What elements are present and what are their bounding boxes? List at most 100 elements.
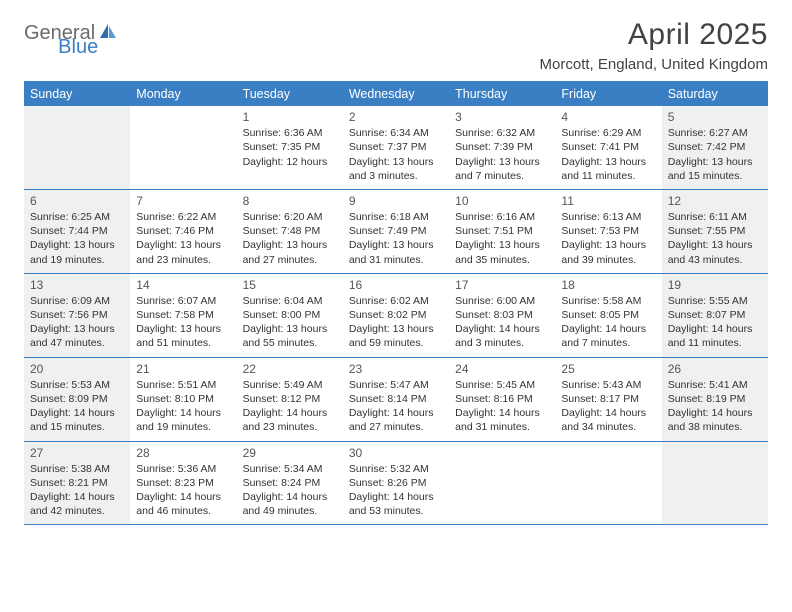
daylight-text: Daylight: 14 hours and 19 minutes.	[136, 406, 230, 434]
day-number: 29	[243, 445, 337, 461]
day-cell: 13Sunrise: 6:09 AMSunset: 7:56 PMDayligh…	[24, 274, 130, 357]
sunset-text: Sunset: 8:21 PM	[30, 476, 124, 490]
sunrise-text: Sunrise: 5:36 AM	[136, 462, 230, 476]
sunrise-text: Sunrise: 6:20 AM	[243, 210, 337, 224]
daylight-text: Daylight: 13 hours and 39 minutes.	[561, 238, 655, 266]
sunset-text: Sunset: 8:12 PM	[243, 392, 337, 406]
day-number: 15	[243, 277, 337, 293]
day-number: 14	[136, 277, 230, 293]
daylight-text: Daylight: 13 hours and 43 minutes.	[668, 238, 762, 266]
sunset-text: Sunset: 8:14 PM	[349, 392, 443, 406]
day-number: 20	[30, 361, 124, 377]
day-cell: 28Sunrise: 5:36 AMSunset: 8:23 PMDayligh…	[130, 442, 236, 525]
day-header-sunday: Sunday	[24, 83, 130, 106]
day-number: 5	[668, 109, 762, 125]
sunset-text: Sunset: 8:24 PM	[243, 476, 337, 490]
daylight-text: Daylight: 13 hours and 51 minutes.	[136, 322, 230, 350]
daylight-text: Daylight: 14 hours and 46 minutes.	[136, 490, 230, 518]
day-number: 4	[561, 109, 655, 125]
sunset-text: Sunset: 8:05 PM	[561, 308, 655, 322]
day-cell-blank	[24, 106, 130, 189]
day-cell: 23Sunrise: 5:47 AMSunset: 8:14 PMDayligh…	[343, 358, 449, 441]
day-header-wednesday: Wednesday	[343, 83, 449, 106]
day-cell: 7Sunrise: 6:22 AMSunset: 7:46 PMDaylight…	[130, 190, 236, 273]
daylight-text: Daylight: 13 hours and 15 minutes.	[668, 155, 762, 183]
day-number: 23	[349, 361, 443, 377]
day-cell: 27Sunrise: 5:38 AMSunset: 8:21 PMDayligh…	[24, 442, 130, 525]
daylight-text: Daylight: 14 hours and 49 minutes.	[243, 490, 337, 518]
sunrise-text: Sunrise: 5:53 AM	[30, 378, 124, 392]
day-number: 30	[349, 445, 443, 461]
sunset-text: Sunset: 7:53 PM	[561, 224, 655, 238]
day-cell-blank	[449, 442, 555, 525]
daylight-text: Daylight: 13 hours and 11 minutes.	[561, 155, 655, 183]
day-number: 7	[136, 193, 230, 209]
sunset-text: Sunset: 7:35 PM	[243, 140, 337, 154]
daylight-text: Daylight: 13 hours and 7 minutes.	[455, 155, 549, 183]
day-header-saturday: Saturday	[662, 83, 768, 106]
day-number: 21	[136, 361, 230, 377]
day-cell: 10Sunrise: 6:16 AMSunset: 7:51 PMDayligh…	[449, 190, 555, 273]
sunset-text: Sunset: 7:39 PM	[455, 140, 549, 154]
day-cell: 6Sunrise: 6:25 AMSunset: 7:44 PMDaylight…	[24, 190, 130, 273]
daylight-text: Daylight: 13 hours and 59 minutes.	[349, 322, 443, 350]
day-number: 3	[455, 109, 549, 125]
day-number: 8	[243, 193, 337, 209]
daylight-text: Daylight: 13 hours and 27 minutes.	[243, 238, 337, 266]
week-row: 6Sunrise: 6:25 AMSunset: 7:44 PMDaylight…	[24, 190, 768, 274]
day-number: 13	[30, 277, 124, 293]
daylight-text: Daylight: 13 hours and 3 minutes.	[349, 155, 443, 183]
daylight-text: Daylight: 13 hours and 55 minutes.	[243, 322, 337, 350]
day-number: 27	[30, 445, 124, 461]
daylight-text: Daylight: 14 hours and 31 minutes.	[455, 406, 549, 434]
logo-sail-icon	[99, 23, 117, 44]
sunrise-text: Sunrise: 6:29 AM	[561, 126, 655, 140]
day-number: 9	[349, 193, 443, 209]
sunset-text: Sunset: 7:42 PM	[668, 140, 762, 154]
logo-text-blue: Blue	[58, 36, 98, 59]
header: General Blue April 2025 Morcott, England…	[24, 18, 768, 73]
sunrise-text: Sunrise: 5:45 AM	[455, 378, 549, 392]
location-text: Morcott, England, United Kingdom	[540, 56, 768, 73]
daylight-text: Daylight: 13 hours and 31 minutes.	[349, 238, 443, 266]
day-cell: 20Sunrise: 5:53 AMSunset: 8:09 PMDayligh…	[24, 358, 130, 441]
sunrise-text: Sunrise: 5:49 AM	[243, 378, 337, 392]
day-cell: 1Sunrise: 6:36 AMSunset: 7:35 PMDaylight…	[237, 106, 343, 189]
day-cell: 15Sunrise: 6:04 AMSunset: 8:00 PMDayligh…	[237, 274, 343, 357]
daylight-text: Daylight: 14 hours and 34 minutes.	[561, 406, 655, 434]
sunrise-text: Sunrise: 6:11 AM	[668, 210, 762, 224]
day-cell: 30Sunrise: 5:32 AMSunset: 8:26 PMDayligh…	[343, 442, 449, 525]
day-header-friday: Friday	[555, 83, 661, 106]
daylight-text: Daylight: 14 hours and 27 minutes.	[349, 406, 443, 434]
day-cell: 5Sunrise: 6:27 AMSunset: 7:42 PMDaylight…	[662, 106, 768, 189]
day-header-monday: Monday	[130, 83, 236, 106]
day-number: 28	[136, 445, 230, 461]
sunrise-text: Sunrise: 5:38 AM	[30, 462, 124, 476]
sunset-text: Sunset: 8:00 PM	[243, 308, 337, 322]
sunrise-text: Sunrise: 5:32 AM	[349, 462, 443, 476]
sunrise-text: Sunrise: 5:47 AM	[349, 378, 443, 392]
day-cell: 21Sunrise: 5:51 AMSunset: 8:10 PMDayligh…	[130, 358, 236, 441]
day-cell: 14Sunrise: 6:07 AMSunset: 7:58 PMDayligh…	[130, 274, 236, 357]
day-cell: 11Sunrise: 6:13 AMSunset: 7:53 PMDayligh…	[555, 190, 661, 273]
week-row: 20Sunrise: 5:53 AMSunset: 8:09 PMDayligh…	[24, 358, 768, 442]
sunset-text: Sunset: 8:19 PM	[668, 392, 762, 406]
day-header-row: SundayMondayTuesdayWednesdayThursdayFrid…	[24, 83, 768, 106]
daylight-text: Daylight: 14 hours and 38 minutes.	[668, 406, 762, 434]
sunrise-text: Sunrise: 6:02 AM	[349, 294, 443, 308]
day-cell: 29Sunrise: 5:34 AMSunset: 8:24 PMDayligh…	[237, 442, 343, 525]
daylight-text: Daylight: 14 hours and 11 minutes.	[668, 322, 762, 350]
sunset-text: Sunset: 7:44 PM	[30, 224, 124, 238]
sunset-text: Sunset: 7:55 PM	[668, 224, 762, 238]
daylight-text: Daylight: 13 hours and 23 minutes.	[136, 238, 230, 266]
sunrise-text: Sunrise: 5:51 AM	[136, 378, 230, 392]
daylight-text: Daylight: 12 hours	[243, 155, 337, 169]
day-cell: 25Sunrise: 5:43 AMSunset: 8:17 PMDayligh…	[555, 358, 661, 441]
day-number: 1	[243, 109, 337, 125]
sunset-text: Sunset: 7:56 PM	[30, 308, 124, 322]
sunrise-text: Sunrise: 6:13 AM	[561, 210, 655, 224]
sunrise-text: Sunrise: 6:22 AM	[136, 210, 230, 224]
day-number: 22	[243, 361, 337, 377]
sunrise-text: Sunrise: 6:00 AM	[455, 294, 549, 308]
day-cell: 3Sunrise: 6:32 AMSunset: 7:39 PMDaylight…	[449, 106, 555, 189]
